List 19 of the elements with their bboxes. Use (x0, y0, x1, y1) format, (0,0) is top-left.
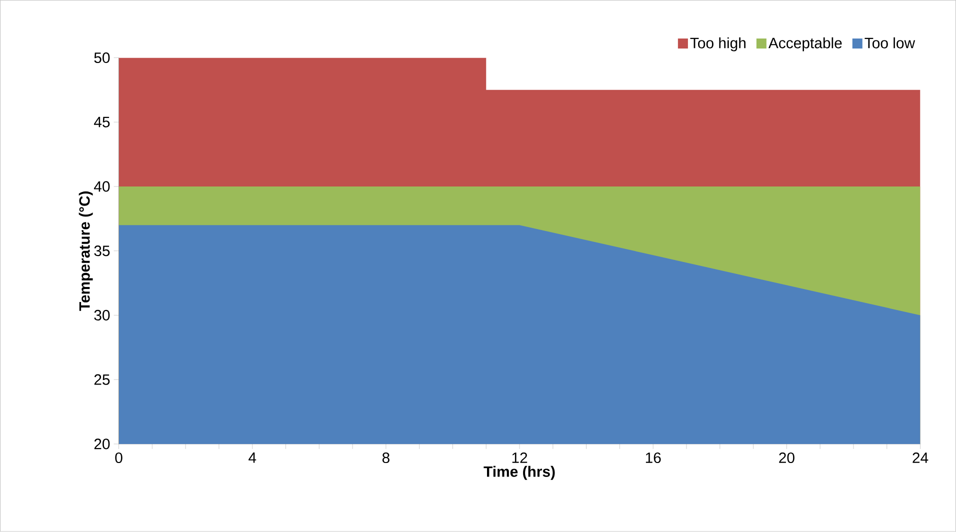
x-tick-label: 8 (382, 452, 390, 464)
y-tick-label: 35 (94, 246, 110, 256)
legend-label: Too low (864, 37, 916, 48)
legend-label: Too high (690, 37, 746, 52)
legend-label: Acceptable (768, 37, 842, 52)
y-tick-label: 30 (94, 310, 110, 321)
x-axis-title: Time (hrs) (484, 466, 555, 480)
x-tick-label: 12 (512, 452, 528, 464)
x-tick-label: 4 (248, 452, 256, 463)
y-tick-label: 25 (94, 374, 110, 386)
x-tick-label: 24 (912, 452, 928, 464)
y-axis-title: Temperature (°C) (78, 192, 93, 311)
x-tick-label: 0 (115, 452, 122, 464)
y-tick-label: 45 (94, 117, 110, 128)
x-tick-label: 16 (646, 452, 661, 464)
y-tick-label: 50 (94, 52, 110, 64)
y-tick-label: 20 (94, 438, 110, 450)
x-tick-label: 20 (779, 452, 794, 464)
y-tick-label: 40 (94, 181, 110, 192)
